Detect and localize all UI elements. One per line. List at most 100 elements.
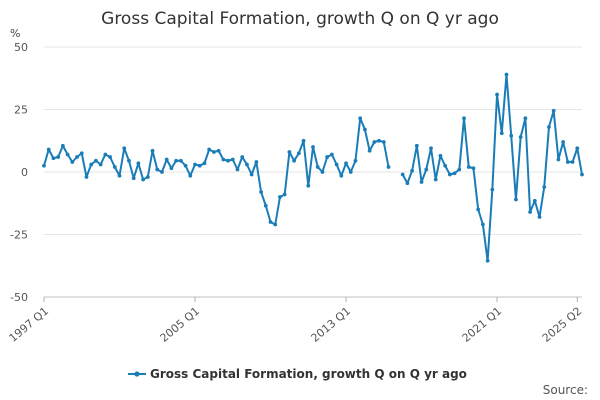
data-point[interactable]: [141, 177, 146, 182]
data-point[interactable]: [221, 157, 226, 162]
data-point[interactable]: [160, 170, 164, 174]
data-point[interactable]: [287, 150, 292, 154]
data-point[interactable]: [358, 116, 363, 121]
data-point[interactable]: [235, 167, 240, 172]
data-point[interactable]: [245, 162, 249, 167]
data-point[interactable]: [89, 162, 94, 167]
data-point[interactable]: [188, 173, 193, 178]
data-point[interactable]: [263, 203, 268, 208]
data-point[interactable]: [471, 166, 476, 171]
data-point[interactable]: [466, 165, 471, 169]
data-point[interactable]: [495, 92, 499, 97]
data-point[interactable]: [438, 153, 443, 158]
data-point[interactable]: [164, 157, 169, 162]
data-point[interactable]: [60, 143, 65, 148]
data-point[interactable]: [42, 163, 46, 168]
data-point[interactable]: [145, 175, 150, 179]
data-point[interactable]: [136, 161, 141, 166]
data-point[interactable]: [353, 158, 358, 163]
data-point[interactable]: [268, 220, 273, 224]
data-point[interactable]: [339, 173, 344, 178]
data-point[interactable]: [301, 138, 306, 143]
data-point[interactable]: [254, 160, 259, 164]
data-point[interactable]: [84, 175, 89, 179]
data-point[interactable]: [476, 207, 481, 212]
data-point[interactable]: [447, 172, 452, 177]
data-point[interactable]: [410, 168, 415, 173]
data-point[interactable]: [193, 162, 197, 167]
data-point[interactable]: [580, 172, 584, 177]
data-point[interactable]: [537, 215, 542, 219]
data-point[interactable]: [278, 195, 282, 199]
data-point[interactable]: [103, 152, 108, 157]
data-point[interactable]: [377, 138, 381, 143]
data-point[interactable]: [443, 163, 448, 168]
data-point[interactable]: [98, 162, 103, 167]
data-point[interactable]: [207, 147, 212, 152]
data-point[interactable]: [112, 165, 117, 169]
data-point[interactable]: [56, 155, 61, 159]
data-point[interactable]: [240, 155, 245, 159]
data-point[interactable]: [547, 125, 551, 129]
data-point[interactable]: [504, 72, 509, 77]
data-point[interactable]: [178, 158, 183, 163]
data-point[interactable]: [509, 133, 514, 138]
data-point[interactable]: [216, 148, 221, 153]
data-point[interactable]: [518, 135, 523, 139]
data-point[interactable]: [565, 160, 570, 164]
data-point[interactable]: [259, 190, 263, 194]
data-point[interactable]: [462, 116, 466, 121]
data-point[interactable]: [348, 170, 353, 174]
data-point[interactable]: [334, 162, 339, 167]
data-point[interactable]: [329, 152, 334, 157]
data-point[interactable]: [183, 163, 188, 168]
data-point[interactable]: [306, 183, 311, 188]
data-point[interactable]: [528, 210, 532, 214]
data-point[interactable]: [575, 146, 580, 151]
data-point[interactable]: [325, 155, 330, 159]
legend[interactable]: Gross Capital Formation, growth Q on Q y…: [128, 367, 467, 381]
data-point[interactable]: [485, 258, 490, 263]
data-point[interactable]: [315, 165, 320, 169]
data-point[interactable]: [363, 127, 367, 132]
source-label[interactable]: Source:: [543, 383, 588, 397]
data-point[interactable]: [226, 158, 230, 163]
data-point[interactable]: [197, 163, 202, 168]
data-point[interactable]: [405, 181, 410, 186]
data-point[interactable]: [70, 160, 75, 164]
data-point[interactable]: [424, 167, 429, 172]
data-point[interactable]: [367, 148, 372, 153]
data-point[interactable]: [282, 192, 287, 197]
data-point[interactable]: [51, 156, 56, 161]
data-point[interactable]: [155, 167, 160, 172]
data-point[interactable]: [65, 152, 70, 157]
data-point[interactable]: [75, 155, 79, 159]
data-point[interactable]: [429, 146, 433, 151]
data-point[interactable]: [169, 166, 174, 171]
data-point[interactable]: [46, 147, 51, 152]
data-point[interactable]: [542, 185, 547, 189]
data-point[interactable]: [452, 171, 457, 176]
data-point[interactable]: [480, 222, 485, 227]
data-point[interactable]: [131, 176, 136, 181]
data-point[interactable]: [150, 148, 155, 153]
data-point[interactable]: [108, 155, 112, 159]
data-point[interactable]: [344, 161, 348, 166]
data-point[interactable]: [122, 146, 127, 151]
data-point[interactable]: [514, 197, 518, 202]
data-point[interactable]: [386, 165, 391, 169]
data-point[interactable]: [490, 187, 495, 192]
data-point[interactable]: [499, 131, 504, 136]
data-point[interactable]: [249, 172, 254, 177]
data-point[interactable]: [79, 151, 84, 156]
data-point[interactable]: [400, 172, 405, 177]
data-point[interactable]: [94, 158, 98, 163]
data-point[interactable]: [381, 140, 386, 144]
data-point[interactable]: [211, 150, 216, 154]
data-point[interactable]: [174, 158, 179, 163]
data-point[interactable]: [532, 198, 537, 203]
data-point[interactable]: [311, 145, 315, 149]
data-point[interactable]: [556, 157, 561, 162]
data-point[interactable]: [292, 158, 297, 163]
data-point[interactable]: [561, 140, 566, 144]
